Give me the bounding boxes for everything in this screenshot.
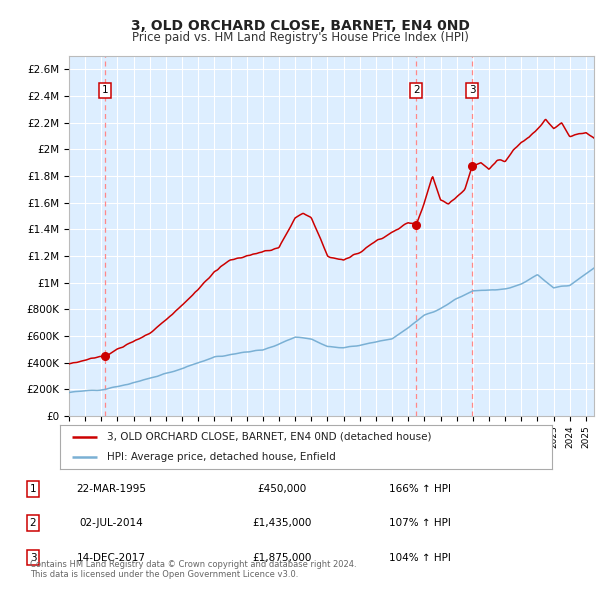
Text: 2: 2 (29, 519, 37, 528)
Text: 3: 3 (29, 553, 37, 562)
Text: £450,000: £450,000 (257, 484, 307, 494)
Text: 1: 1 (29, 484, 37, 494)
Text: 2: 2 (413, 85, 419, 95)
Text: 22-MAR-1995: 22-MAR-1995 (76, 484, 146, 494)
Text: 166% ↑ HPI: 166% ↑ HPI (389, 484, 451, 494)
Text: 104% ↑ HPI: 104% ↑ HPI (389, 553, 451, 562)
Text: 107% ↑ HPI: 107% ↑ HPI (389, 519, 451, 528)
Text: £1,875,000: £1,875,000 (253, 553, 311, 562)
Text: 02-JUL-2014: 02-JUL-2014 (79, 519, 143, 528)
Text: Contains HM Land Registry data © Crown copyright and database right 2024.
This d: Contains HM Land Registry data © Crown c… (30, 560, 356, 579)
Text: 3, OLD ORCHARD CLOSE, BARNET, EN4 0ND: 3, OLD ORCHARD CLOSE, BARNET, EN4 0ND (131, 19, 469, 34)
Text: 14-DEC-2017: 14-DEC-2017 (77, 553, 146, 562)
Text: 1: 1 (102, 85, 109, 95)
Text: 3, OLD ORCHARD CLOSE, BARNET, EN4 0ND (detached house): 3, OLD ORCHARD CLOSE, BARNET, EN4 0ND (d… (107, 432, 431, 442)
Text: £1,435,000: £1,435,000 (253, 519, 311, 528)
Text: HPI: Average price, detached house, Enfield: HPI: Average price, detached house, Enfi… (107, 452, 335, 462)
Text: Price paid vs. HM Land Registry's House Price Index (HPI): Price paid vs. HM Land Registry's House … (131, 31, 469, 44)
Text: 3: 3 (469, 85, 476, 95)
